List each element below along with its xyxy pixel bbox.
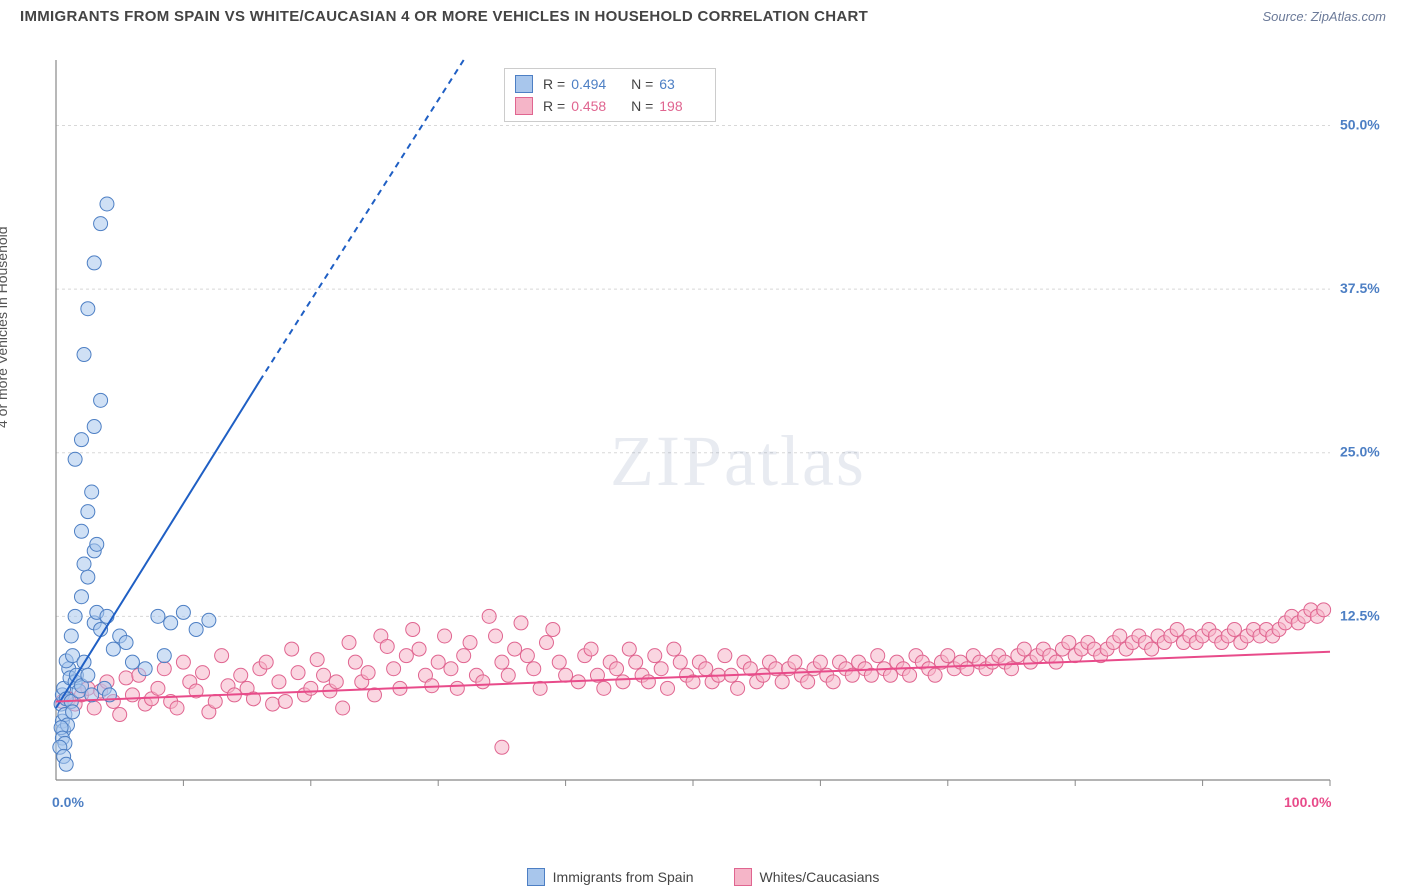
svg-text:37.5%: 37.5% — [1340, 280, 1380, 296]
svg-text:50.0%: 50.0% — [1340, 116, 1380, 132]
legend-label-spain: Immigrants from Spain — [553, 869, 694, 885]
x-axis-max-label: 100.0% — [1284, 794, 1331, 810]
legend-swatch-white — [515, 97, 533, 115]
legend-swatch-white-icon — [734, 868, 752, 886]
chart-area: 12.5%25.0%37.5%50.0% ZIPatlas R = 0.494 … — [50, 40, 1386, 840]
legend-series: Immigrants from Spain Whites/Caucasians — [0, 868, 1406, 886]
legend-item-spain: Immigrants from Spain — [527, 868, 694, 886]
svg-text:25.0%: 25.0% — [1340, 444, 1380, 460]
svg-text:12.5%: 12.5% — [1340, 607, 1380, 623]
x-axis-min-label: 0.0% — [52, 794, 84, 810]
source-label: Source: ZipAtlas.com — [1262, 9, 1386, 24]
legend-swatch-spain — [515, 75, 533, 93]
y-axis-label: 4 or more Vehicles in Household — [0, 226, 10, 428]
n-value-spain: 63 — [659, 73, 705, 95]
legend-stats: R = 0.494 N = 63 R = 0.458 N = 198 — [504, 68, 716, 122]
n-value-white: 198 — [659, 95, 705, 117]
legend-swatch-spain-icon — [527, 868, 545, 886]
legend-label-white: Whites/Caucasians — [760, 869, 880, 885]
legend-stats-row-spain: R = 0.494 N = 63 — [515, 73, 705, 95]
legend-stats-row-white: R = 0.458 N = 198 — [515, 95, 705, 117]
legend-item-white: Whites/Caucasians — [734, 868, 880, 886]
r-value-spain: 0.494 — [571, 73, 617, 95]
scatter-plot: 12.5% 25.0% 37.5% 50.0% — [50, 40, 1380, 820]
r-value-white: 0.458 — [571, 95, 617, 117]
chart-title: IMMIGRANTS FROM SPAIN VS WHITE/CAUCASIAN… — [20, 8, 868, 25]
